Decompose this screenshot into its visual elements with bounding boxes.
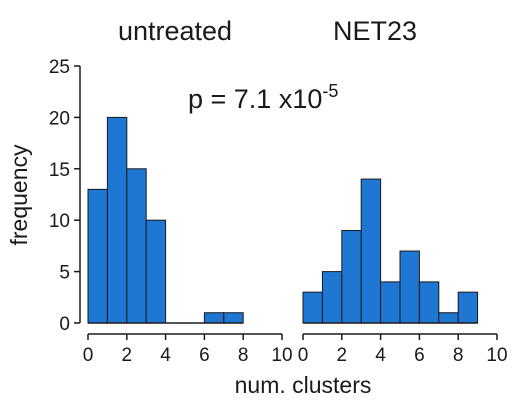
x-tick-label: 2 (337, 345, 348, 366)
x-tick-label: 6 (414, 345, 425, 366)
y-axis: 0 5 10 15 20 25 (49, 57, 81, 335)
panel-1: 0 2 4 6 8 10 (298, 178, 508, 366)
x-tick-label: 8 (238, 345, 249, 366)
x-tick-label: 0 (83, 345, 94, 366)
histogram-bar (399, 250, 420, 324)
histogram-bar (106, 116, 128, 324)
histogram-bar (438, 312, 459, 324)
y-tick-label: 10 (49, 211, 70, 232)
x-axis-label: num. clusters (235, 372, 372, 398)
histogram-bar (457, 291, 479, 324)
histogram-bar (302, 291, 323, 324)
x-tick-label: 4 (160, 345, 171, 366)
x-tick-label: 0 (298, 345, 309, 366)
panel-titles: untreated NET23 (118, 16, 417, 46)
x-tick-label: 10 (486, 345, 507, 366)
histogram-bar (360, 178, 382, 324)
histogram-bar (418, 281, 440, 324)
panel-title: untreated (118, 16, 232, 46)
histogram-bar (321, 271, 343, 324)
panel-0: 0 2 4 6 8 10 (83, 116, 293, 366)
x-tick-label: 8 (453, 345, 464, 366)
p-value-exponent: -5 (322, 81, 338, 101)
x-tick-label: 2 (122, 345, 133, 366)
histogram-bar (145, 219, 167, 324)
histogram-bar (223, 312, 244, 324)
y-axis-label: frequency (6, 144, 32, 246)
y-tick-label: 0 (59, 314, 70, 335)
x-tick-label: 6 (199, 345, 210, 366)
panel-title: NET23 (333, 16, 417, 46)
p-value-annotation: p = 7.1 x10-5 (188, 81, 338, 114)
histogram-bar (341, 229, 362, 324)
y-tick-label: 20 (49, 108, 70, 129)
histogram-bar (126, 168, 147, 324)
p-value-base: p = 7.1 x10 (188, 84, 322, 114)
x-tick-label: 4 (375, 345, 386, 366)
panels: 0 2 4 6 8 10 0 2 4 6 8 10 (83, 116, 508, 366)
histogram-bar (87, 188, 108, 324)
y-tick-label: 15 (49, 160, 70, 181)
x-tick-label: 10 (271, 345, 292, 366)
histogram-bar (380, 281, 401, 324)
histogram-bar (203, 312, 225, 324)
y-tick-label: 25 (49, 57, 70, 78)
y-tick-label: 5 (59, 263, 70, 284)
